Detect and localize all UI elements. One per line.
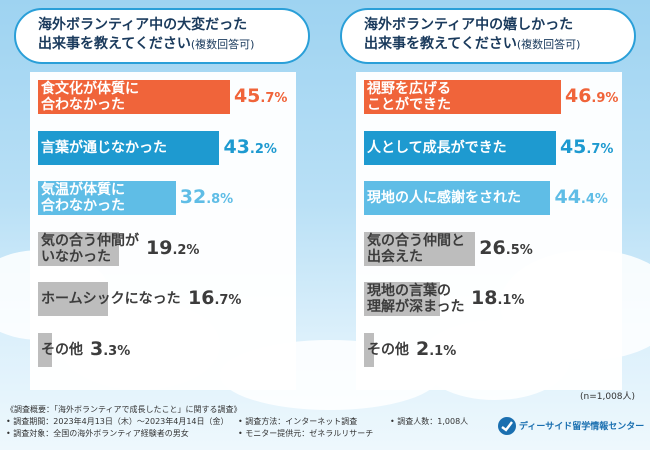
bar-label-left-0: 食文化が体質に 合わなかった — [41, 81, 139, 113]
bar-left-2 — [38, 181, 176, 215]
sample-size: (n=1,008人) — [580, 392, 636, 402]
right-title-line2: 出来事を教えてください — [364, 36, 517, 52]
right-title-note: (複数回答可) — [516, 38, 581, 51]
bar-label-left-5: その他 — [41, 341, 83, 358]
bar-right-1 — [364, 130, 556, 165]
left-title-note: (複数回答可) — [190, 38, 255, 51]
bar-left-1 — [38, 130, 220, 165]
footer-period: • 調査期間：2023年4月13日（木）～2023年4月14日（金） — [6, 417, 229, 426]
value-label-left-1: 43.2% — [223, 135, 277, 158]
footer-method: • 調査方法：インターネット調査 — [238, 417, 358, 426]
left-title-line2: 出来事を教えてください — [38, 36, 191, 52]
bar-left-5 — [38, 332, 52, 367]
bar-right-4 — [364, 282, 441, 316]
bar-right-3 — [364, 231, 476, 266]
logo-text: ディーサイド留学情報センター — [519, 422, 645, 432]
right-chart-area: 視野を広げる ことができた 46.9% 人として成長ができた 45.7% 現地の人に感謝を… — [356, 72, 622, 390]
bar-label-right-1: 人として成長ができた — [367, 139, 507, 156]
value-label-right-4: 18.1% — [471, 287, 525, 309]
bar-label-right-2: 現地の人に感謝をされた — [367, 190, 521, 206]
bar-left-0 — [38, 80, 230, 114]
bar-label-right-4: 現地の言葉の 理解が深まった — [367, 283, 465, 315]
bar-right-5 — [364, 332, 374, 367]
bar-left-4 — [38, 282, 109, 316]
value-label-right-3: 26.5% — [479, 236, 533, 259]
value-label-right-5: 2.1% — [416, 337, 457, 360]
left-chart-title: 海外ボランティア中の大変だった 出来事を教えてください(複数回答可) — [14, 8, 310, 64]
bar-right-2 — [364, 181, 551, 215]
value-label-right-1: 45.7% — [559, 135, 614, 158]
value-label-right-2: 44.4% — [554, 186, 608, 208]
footer-count: • 調査人数：1,008人 — [390, 417, 469, 426]
left-title-line1: 海外ボランティア中の大変だった — [38, 17, 248, 33]
bar-label-left-2: 気温が体質に 合わなかった — [41, 182, 125, 214]
bar-label-left-1: 言葉が通じなかった — [41, 139, 167, 156]
right-title-line1: 海外ボランティア中の嬉しかった — [364, 17, 574, 33]
value-label-left-5: 3.3% — [90, 337, 131, 360]
bar-right-0 — [364, 80, 561, 114]
footer-target: • 調査対象：全国の海外ボランティア経験者の男女 — [6, 429, 189, 438]
bar-label-right-0: 視野を広げる ことができた — [367, 81, 451, 113]
bar-label-right-5: その他 — [367, 341, 409, 358]
bar-label-right-3: 気の合う仲間と 出会えた — [367, 232, 465, 265]
right-chart-title: 海外ボランティア中の嬉しかった 出来事を教えてください(複数回答可) — [340, 8, 636, 64]
value-label-left-3: 19.2% — [146, 236, 200, 259]
value-label-right-0: 46.9% — [564, 85, 619, 107]
bar-left-3 — [38, 231, 119, 266]
value-label-left-2: 32.8% — [179, 186, 234, 208]
bar-label-left-3: 気の合う仲間が いなかった — [41, 232, 139, 265]
value-label-left-0: 45.7% — [233, 85, 288, 107]
survey-footer: 《調査概要：「海外ボランティアで成長したこと」に関する調査》 • 調査期間：20… — [0, 404, 650, 450]
footer-survey-overview: 《調査概要：「海外ボランティアで成長したこと」に関する調査》 — [6, 405, 242, 414]
value-label-left-4: 16.7% — [188, 287, 242, 309]
footer-provider: • モニター提供元：ゼネラルリサーチ — [238, 429, 374, 438]
logo-icon — [498, 417, 516, 435]
bar-label-left-4: ホームシックになった — [41, 291, 181, 307]
left-chart-area: 食文化が体質に 合わなかった 45.7% 言葉が通じなかった 43.2% 気温が体質に 合わ… — [30, 72, 296, 390]
